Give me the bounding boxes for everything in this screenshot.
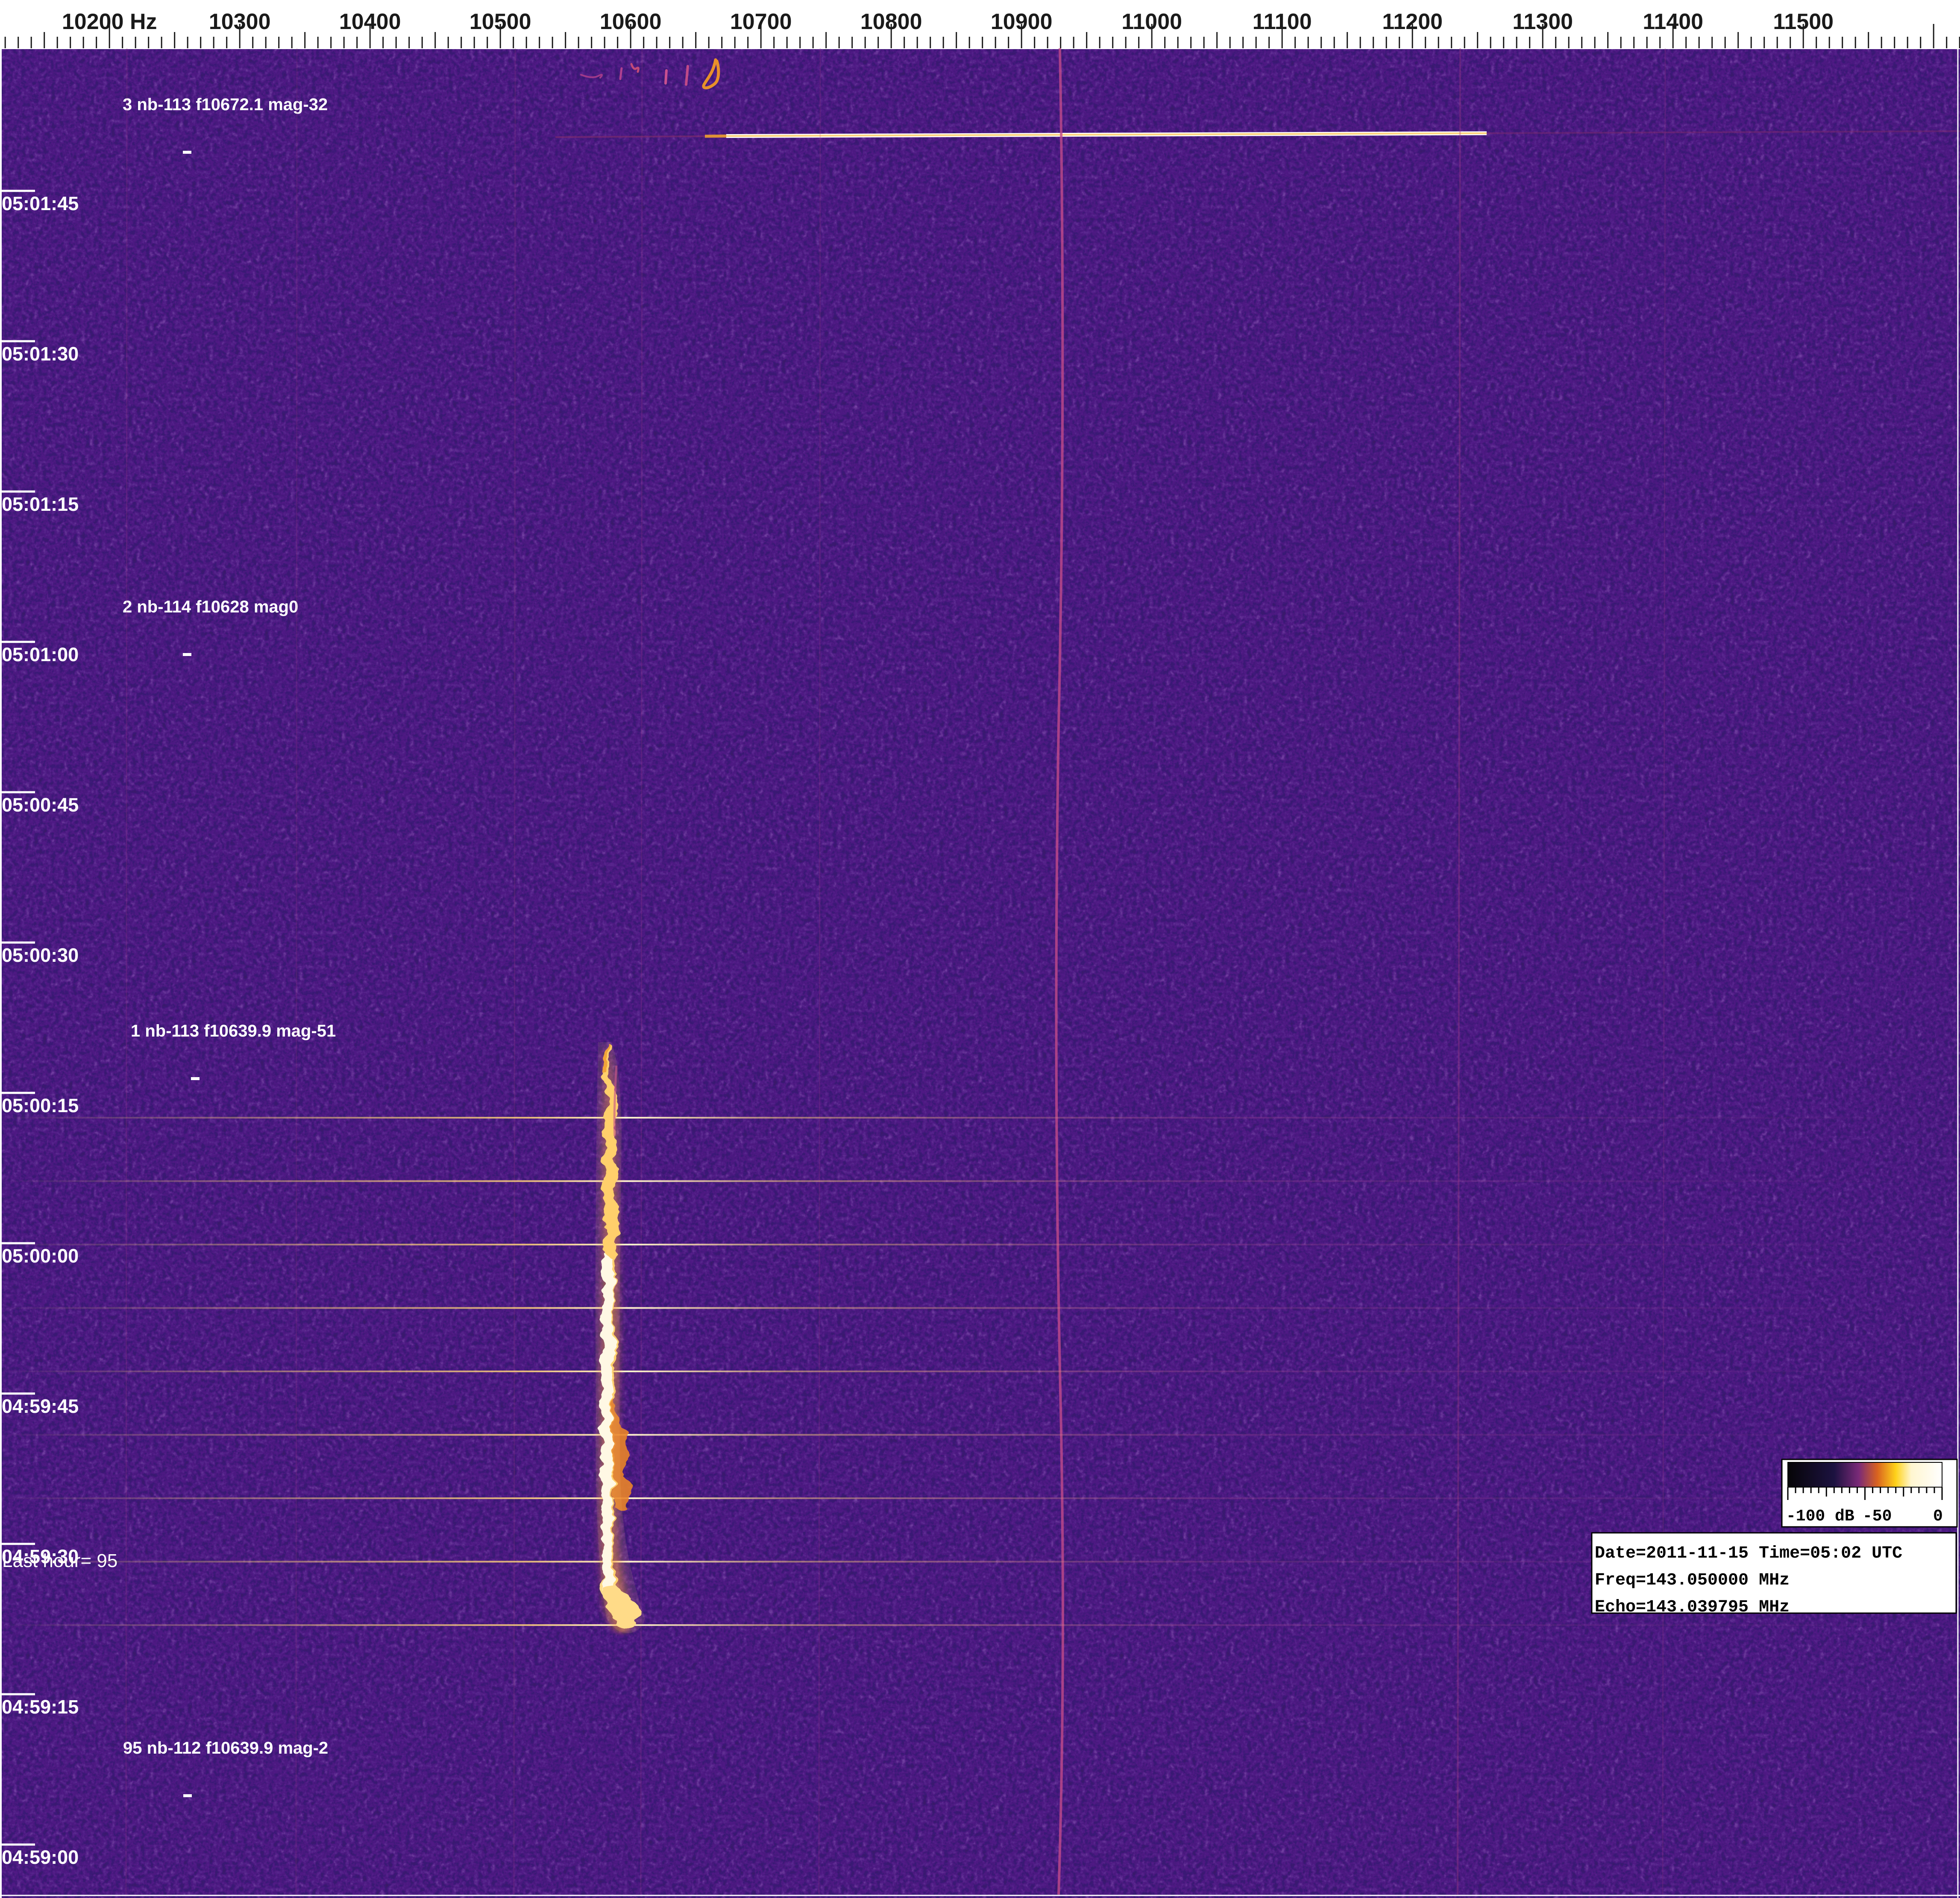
svg-text:Date=2011-11-15 Time=05:02 UT: Date=2011-11-15 Time=05:02 UTC	[1595, 1544, 1902, 1563]
svg-text:Echo=143.039795 MHz: Echo=143.039795 MHz	[1595, 1598, 1790, 1617]
svg-text:0: 0	[1933, 1507, 1943, 1526]
svg-text:-50: -50	[1863, 1507, 1892, 1526]
svg-text:-100 dB: -100 dB	[1786, 1507, 1854, 1526]
svg-text:Freq=143.050000 MHz: Freq=143.050000 MHz	[1595, 1571, 1790, 1590]
